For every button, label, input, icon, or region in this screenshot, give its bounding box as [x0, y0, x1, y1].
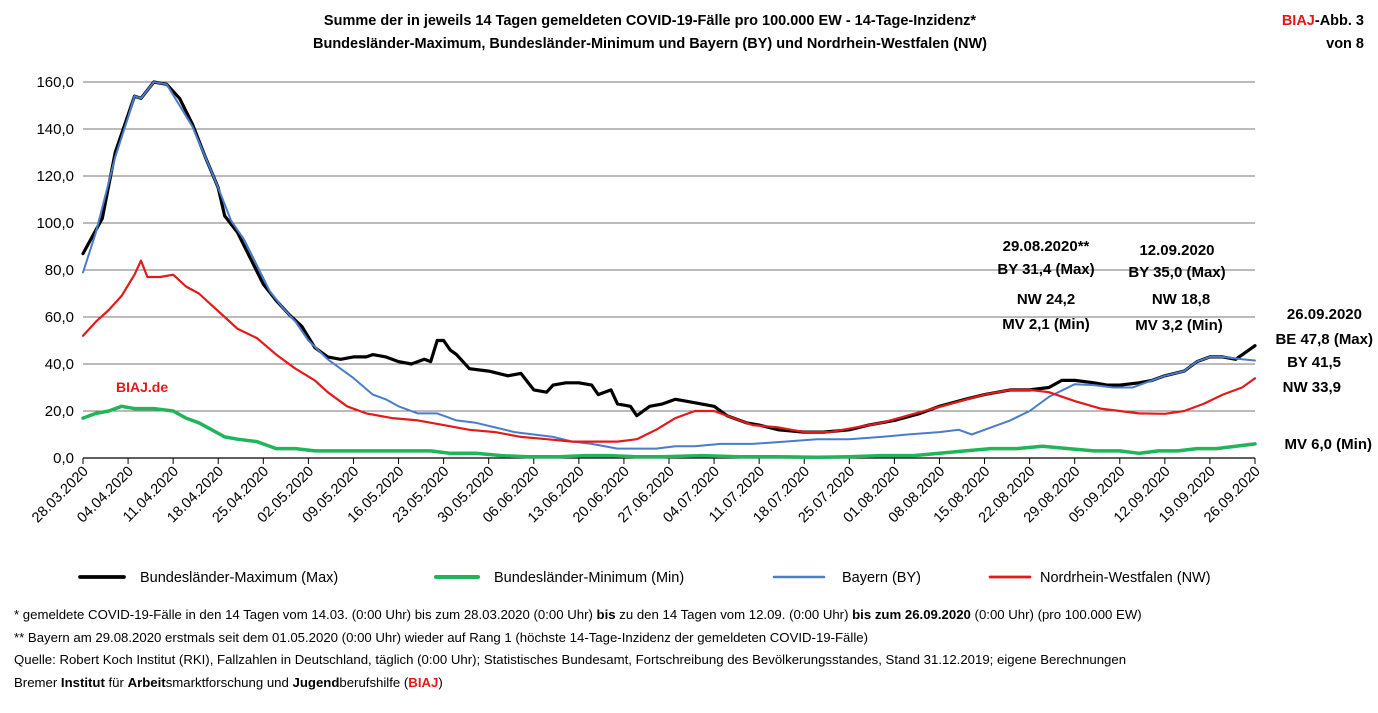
- annotation-3-date: 26.09.2020: [1287, 306, 1362, 323]
- y-tick-label: 60,0: [45, 309, 74, 326]
- y-tick-label: 100,0: [36, 215, 74, 232]
- annotation-2-nw: NW 18,8: [1152, 291, 1210, 308]
- annotation-3-be: BE 47,8 (Max): [1275, 331, 1373, 348]
- y-tick-label: 0,0: [53, 450, 74, 467]
- legend-label-min: Bundesländer-Minimum (Min): [494, 570, 684, 586]
- legend-label-by: Bayern (BY): [842, 570, 921, 586]
- annotation-1-mv: MV 2,1 (Min): [1002, 316, 1090, 333]
- footnote-1: * gemeldete COVID-19-Fälle in den 14 Tag…: [14, 607, 1142, 622]
- annotation-1-date: 29.08.2020**: [1003, 238, 1090, 255]
- series-line-nw: [81, 259, 1257, 443]
- y-tick-label: 160,0: [36, 74, 74, 91]
- y-tick-label: 120,0: [36, 168, 74, 185]
- series-line-max: [81, 80, 1257, 434]
- figure-number: -Abb. 3: [1314, 13, 1364, 29]
- footnotes: * gemeldete COVID-19-Fälle in den 14 Tag…: [14, 604, 1142, 694]
- y-tick-label: 20,0: [45, 403, 74, 420]
- figure-reference: BIAJ-Abb. 3 von 8: [1282, 10, 1364, 56]
- annotation-2-by: BY 35,0 (Max): [1128, 264, 1225, 281]
- annotation-1-by: BY 31,4 (Max): [997, 261, 1094, 278]
- brand-label: BIAJ: [1281, 13, 1315, 29]
- title-line-2: Bundesländer-Maximum, Bundesländer-Minim…: [312, 36, 988, 52]
- annotation-3-nw: NW 33,9: [1283, 379, 1341, 396]
- chart-title: Summe der in jeweils 14 Tagen gemeldeten…: [200, 10, 1100, 56]
- institute-note: Bremer Institut für Arbeitsmarktforschun…: [14, 674, 443, 690]
- series-line-min: [81, 404, 1257, 460]
- figure-count: von 8: [1326, 36, 1364, 52]
- annotation-2-mv: MV 3,2 (Min): [1135, 317, 1223, 334]
- y-tick-label: 80,0: [45, 262, 74, 279]
- watermark-label: BIAJ.de: [116, 379, 168, 395]
- annotation-2-date: 12.09.2020: [1139, 242, 1214, 259]
- y-tick-label: 40,0: [45, 356, 74, 373]
- source-note: Quelle: Robert Koch Institut (RKI), Fall…: [14, 652, 1127, 667]
- footnote-2: ** Bayern am 29.08.2020 erstmals seit de…: [14, 629, 868, 645]
- annotation-3-mv: MV 6,0 (Min): [1284, 436, 1372, 453]
- title-line-1: Summe der in jeweils 14 Tagen gemeldeten…: [323, 13, 977, 29]
- legend-label-max: Bundesländer-Maximum (Max): [140, 570, 338, 586]
- annotation-3-by: BY 41,5: [1287, 354, 1341, 371]
- legend-label-nw: Nordrhein-Westfalen (NW): [1040, 570, 1211, 586]
- series-line-by: [82, 81, 1256, 450]
- annotation-1-nw: NW 24,2: [1017, 291, 1075, 308]
- y-tick-label: 140,0: [36, 121, 74, 138]
- line-chart: 0,0 20,0 40,0 60,0 80,0 100,0 120,0 140,0 160,0 2…: [29, 74, 1373, 586]
